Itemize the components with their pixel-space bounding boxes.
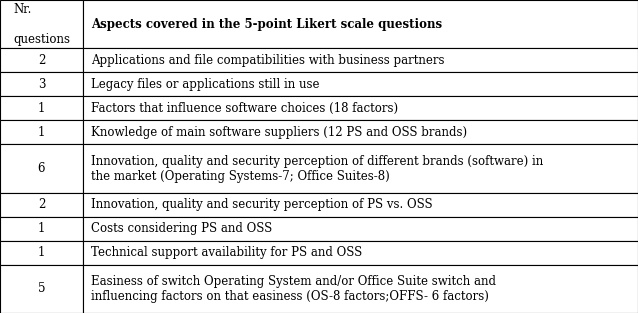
Text: Innovation, quality and security perception of different brands (software) in
th: Innovation, quality and security percept… — [91, 155, 544, 182]
Text: Innovation, quality and security perception of PS vs. OSS: Innovation, quality and security percept… — [91, 198, 433, 211]
Bar — [83, 96, 638, 121]
Bar — [0, 96, 83, 121]
Text: 1: 1 — [38, 102, 45, 115]
Text: 1: 1 — [38, 126, 45, 139]
Text: 1: 1 — [38, 246, 45, 259]
Bar — [0, 217, 83, 241]
Bar — [0, 48, 83, 72]
Text: 1: 1 — [38, 222, 45, 235]
Text: 2: 2 — [38, 54, 45, 67]
Text: 6: 6 — [38, 162, 45, 175]
Bar — [0, 0, 83, 48]
Text: Costs considering PS and OSS: Costs considering PS and OSS — [91, 222, 272, 235]
Bar — [83, 72, 638, 96]
Text: Legacy files or applications still in use: Legacy files or applications still in us… — [91, 78, 320, 91]
Text: Aspects covered in the 5-point Likert scale questions: Aspects covered in the 5-point Likert sc… — [91, 18, 442, 31]
Text: Easiness of switch Operating System and/or Office Suite switch and
influencing f: Easiness of switch Operating System and/… — [91, 275, 496, 303]
Bar — [0, 72, 83, 96]
Bar — [83, 265, 638, 313]
Text: Applications and file compatibilities with business partners: Applications and file compatibilities wi… — [91, 54, 445, 67]
Text: Technical support availability for PS and OSS: Technical support availability for PS an… — [91, 246, 362, 259]
Text: Factors that influence software choices (18 factors): Factors that influence software choices … — [91, 102, 398, 115]
Bar — [0, 265, 83, 313]
Bar — [83, 0, 638, 48]
Text: Nr.

questions: Nr. questions — [13, 3, 70, 46]
Text: Knowledge of main software suppliers (12 PS and OSS brands): Knowledge of main software suppliers (12… — [91, 126, 468, 139]
Bar — [83, 192, 638, 217]
Text: 2: 2 — [38, 198, 45, 211]
Bar — [83, 217, 638, 241]
Bar — [0, 145, 83, 192]
Text: 3: 3 — [38, 78, 45, 91]
Bar — [0, 241, 83, 265]
Text: 5: 5 — [38, 282, 45, 295]
Bar — [83, 48, 638, 72]
Bar — [83, 241, 638, 265]
Bar — [0, 121, 83, 145]
Bar — [83, 121, 638, 145]
Bar — [83, 145, 638, 192]
Bar — [0, 192, 83, 217]
